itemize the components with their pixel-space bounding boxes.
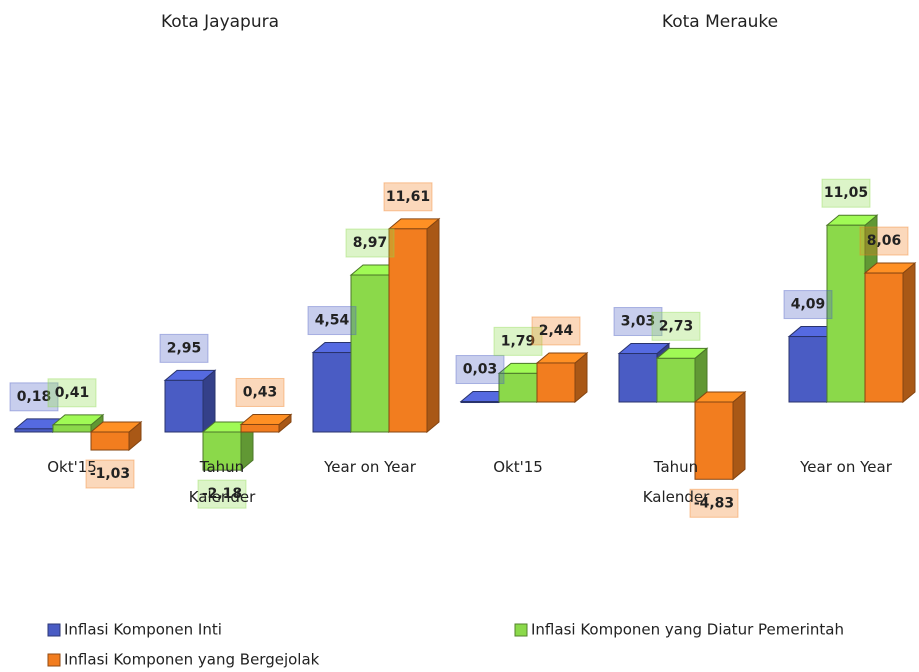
bar-side (426, 217, 440, 434)
bar-side (732, 390, 746, 481)
legend-label: Inflasi Komponen yang Diatur Pemerintah (531, 621, 844, 639)
value-label-box (307, 306, 357, 336)
value-label-box (85, 459, 135, 489)
legend-swatch (514, 623, 528, 637)
value-label-box (783, 290, 833, 320)
bar (312, 352, 352, 433)
value-label: -2,18 (202, 486, 242, 502)
value-label: 2,44 (539, 323, 574, 339)
legend-swatch (47, 623, 61, 637)
value-label: -1,03 (90, 466, 130, 482)
value-label: 0,41 (55, 385, 90, 401)
value-label-box (613, 307, 663, 337)
value-label: 11,05 (824, 185, 868, 201)
chart-title: Kota Merauke (662, 12, 778, 32)
value-label-box (235, 377, 285, 407)
value-label: 4,54 (315, 313, 350, 329)
value-label-box (383, 182, 433, 212)
value-label: 2,95 (167, 340, 202, 356)
bar (90, 431, 130, 451)
bar-side (902, 261, 916, 404)
value-label-box (493, 326, 543, 356)
value-label: 0,18 (17, 389, 52, 405)
value-label: 2,73 (659, 318, 694, 334)
bar-side (202, 369, 216, 434)
value-label-box (9, 382, 59, 412)
value-label: 1,79 (501, 333, 536, 349)
x-tick-label: Okt'15 (493, 458, 543, 476)
chart-title: Kota Jayapura (161, 12, 279, 32)
bar (14, 428, 54, 433)
bar (694, 401, 734, 480)
x-tick-label: Tahun Kalender (642, 458, 710, 506)
bar (350, 274, 390, 433)
value-label: 4,09 (791, 297, 826, 313)
bar (656, 357, 696, 403)
bar (864, 272, 904, 403)
x-tick-label: Year on Year (800, 458, 892, 476)
bar (618, 353, 658, 403)
value-label: 0,03 (463, 362, 498, 378)
value-label-box (651, 311, 701, 341)
value-label: 0,43 (243, 384, 278, 400)
bar (826, 224, 866, 403)
bar (52, 424, 92, 433)
bar (164, 379, 204, 433)
value-label: 8,97 (353, 235, 388, 251)
value-label-box (455, 355, 505, 385)
value-label-box (531, 316, 581, 346)
value-label-box (47, 378, 97, 408)
legend-swatch (47, 653, 61, 667)
value-label-box (159, 333, 209, 363)
bar (460, 401, 500, 404)
bar (788, 336, 828, 403)
bar (388, 228, 428, 433)
value-label-box (859, 226, 909, 256)
x-tick-label: Tahun Kalender (188, 458, 256, 506)
value-label-box (197, 479, 247, 509)
value-label-box (821, 178, 871, 208)
bar (498, 372, 538, 403)
bar (202, 431, 242, 471)
value-label: 3,03 (621, 314, 656, 330)
bar (240, 423, 280, 433)
x-tick-label: Okt'15 (47, 458, 97, 476)
value-label-box (345, 228, 395, 258)
bar (536, 362, 576, 403)
legend-label: Inflasi Komponen yang Bergejolak (64, 651, 320, 669)
value-label: 11,61 (386, 189, 430, 205)
value-label: -4,83 (694, 495, 734, 511)
x-tick-label: Year on Year (324, 458, 416, 476)
value-label: 8,06 (867, 233, 902, 249)
value-label-box (689, 488, 739, 518)
legend-label: Inflasi Komponen Inti (64, 621, 222, 639)
